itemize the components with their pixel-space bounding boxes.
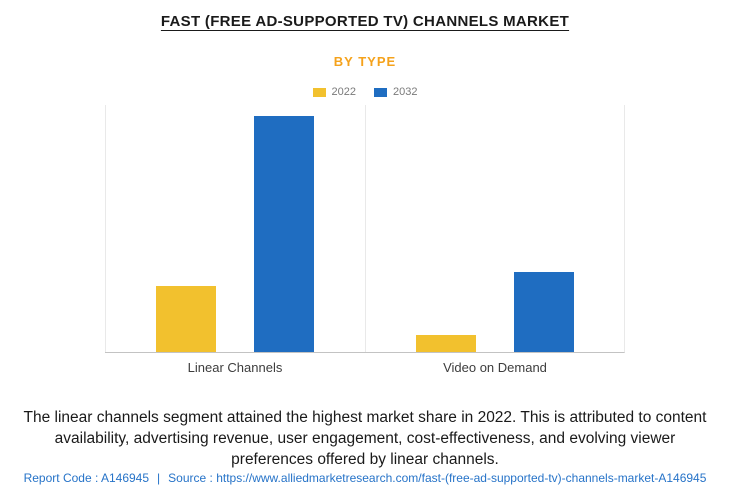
axis-label-linear-channels: Linear Channels <box>187 360 283 375</box>
chart-subtitle: BY TYPE <box>333 54 397 69</box>
bar-chart: Linear Channels Video on Demand <box>105 105 625 375</box>
legend-label: 2022 <box>331 86 356 98</box>
chart-title: FAST (FREE AD-SUPPORTED TV) CHANNELS MAR… <box>160 13 570 30</box>
source-url-link[interactable]: https://www.alliedmarketresearch.com/fas… <box>216 471 707 485</box>
legend-item-2022[interactable]: 2022 <box>312 86 356 98</box>
legend-label: 2032 <box>393 86 418 98</box>
legend: 2022 2032 <box>0 85 730 99</box>
bar-group-video-on-demand <box>364 105 625 352</box>
bar-group-linear-channels <box>105 105 365 352</box>
plot-area <box>105 105 625 353</box>
axis-label-video-on-demand: Video on Demand <box>443 360 547 375</box>
legend-item-2032[interactable]: 2032 <box>374 86 417 98</box>
report-code: Report Code : A146945 <box>23 471 150 485</box>
bar-2022-video-on-demand[interactable] <box>415 335 476 352</box>
source-label: Source : <box>168 471 213 485</box>
category-axis: Linear Channels Video on Demand <box>105 353 625 375</box>
chart-description: The linear channels segment attained the… <box>23 409 707 468</box>
bar-2032-video-on-demand[interactable] <box>513 272 574 352</box>
legend-swatch-2032 <box>374 87 387 97</box>
legend-swatch-2022 <box>312 87 326 97</box>
bar-2022-linear-channels[interactable] <box>156 286 217 352</box>
bar-2032-linear-channels[interactable] <box>254 116 315 352</box>
footer-separator: | <box>157 471 161 485</box>
footer: Report Code : A146945 | Source : https://w… <box>0 471 730 485</box>
